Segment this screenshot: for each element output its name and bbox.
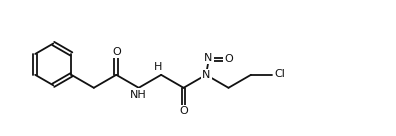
Text: O: O — [112, 47, 121, 57]
Text: N: N — [204, 53, 212, 63]
Text: Cl: Cl — [274, 69, 285, 79]
Text: NH: NH — [130, 90, 147, 100]
Text: O: O — [224, 54, 233, 64]
Text: N: N — [202, 70, 210, 80]
Text: H: H — [154, 62, 162, 72]
Text: O: O — [179, 106, 188, 116]
